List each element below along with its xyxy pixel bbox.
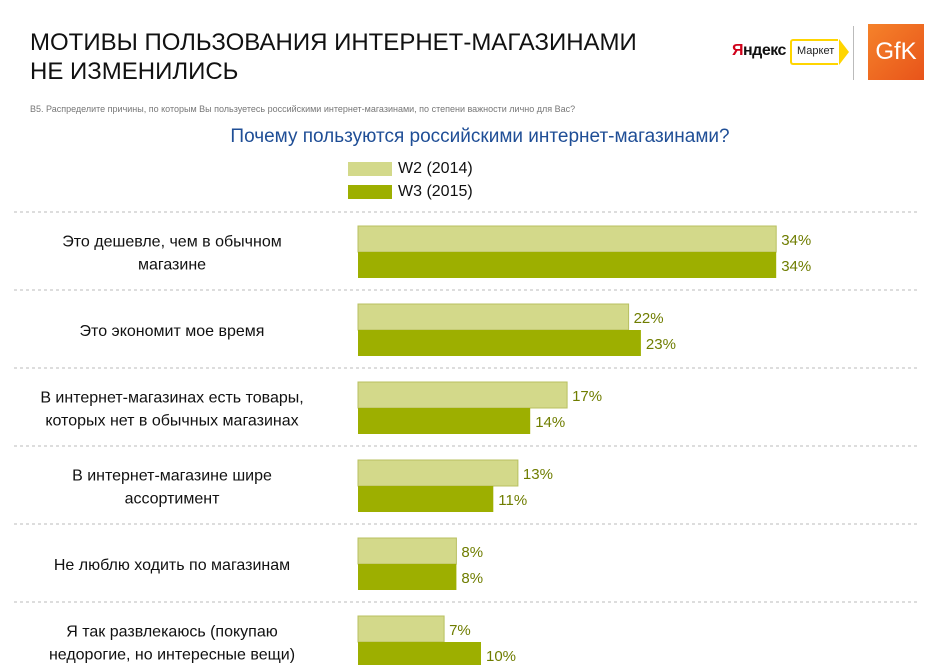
title-line-2: НЕ ИЗМЕНИЛИСЬ (30, 58, 239, 85)
bar (357, 537, 457, 565)
legend-label: W3 (2015) (398, 183, 473, 200)
bar (358, 564, 457, 590)
data-label: 34% (781, 232, 811, 249)
bar (357, 381, 568, 409)
bar (358, 252, 777, 278)
legend-label: W2 (2014) (398, 160, 473, 177)
data-label: 22% (634, 310, 664, 327)
data-label: 14% (535, 414, 565, 431)
data-label: 10% (486, 648, 516, 665)
legend-swatch-w3 (348, 185, 392, 199)
yandex-logo: Яндекс (732, 42, 786, 59)
data-label: 8% (461, 544, 483, 561)
legend-swatch-w2 (348, 162, 392, 176)
category-label: Это дешевле, чем в обычном магазине (62, 234, 281, 274)
title-line-1: МОТИВЫ ПОЛЬЗОВАНИЯ ИНТЕРНЕТ-МАГАЗИНАМИ (30, 29, 637, 56)
bar (358, 408, 531, 434)
data-label: 8% (461, 570, 483, 587)
category-label: В интернет-магазинах есть товары, которых… (40, 390, 303, 430)
logos: Яндекс Маркет GfK (732, 24, 942, 84)
data-label: 17% (572, 388, 602, 405)
bar (357, 225, 777, 253)
data-label: 11% (498, 492, 527, 509)
bar (357, 615, 445, 643)
page-title: МОТИВЫ ПОЛЬЗОВАНИЯ ИНТЕРНЕТ-МАГАЗИНАМИ Н… (30, 28, 710, 86)
logo-divider (853, 26, 854, 80)
gfk-logo: GfK (868, 24, 924, 80)
market-logo: Маркет (790, 39, 850, 65)
bar (358, 642, 481, 665)
legend-item-w2: W2 (2014) (348, 160, 473, 178)
category-label: В интернет-магазине шире ассортимент (72, 468, 272, 508)
chart-title: Почему пользуются российскими интернет-м… (230, 126, 730, 147)
bar (358, 330, 641, 356)
bar (357, 459, 519, 487)
data-label: 13% (523, 466, 553, 483)
legend-item-w3: W3 (2015) (348, 183, 473, 201)
category-label: Не люблю ходить по магазинам (54, 557, 290, 574)
data-label: 34% (781, 258, 811, 275)
data-label: 23% (646, 336, 676, 353)
category-label: Я так развлекаюсь (покупаю недорогие, но … (49, 624, 295, 664)
data-label: 7% (449, 622, 471, 639)
bar (358, 486, 494, 512)
survey-question: B5. Распределите причины, по которым Вы … (30, 104, 576, 114)
category-label: Это экономит мое время (80, 323, 265, 340)
bar (357, 303, 630, 331)
